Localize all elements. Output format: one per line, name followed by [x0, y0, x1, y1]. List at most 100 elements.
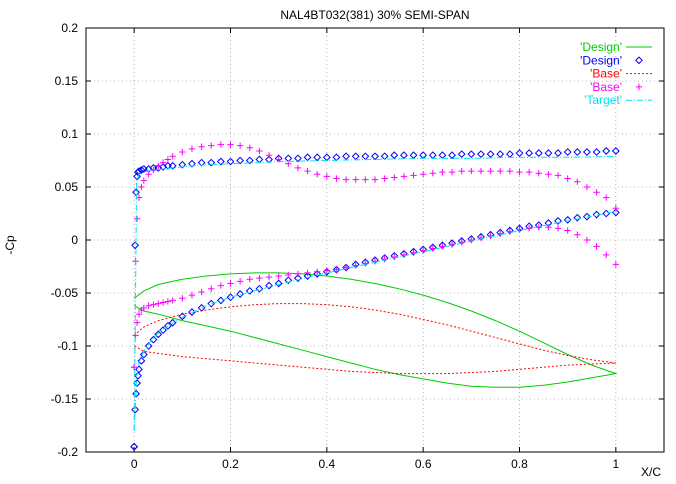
data-point-plus [236, 278, 244, 285]
data-point-diamond [303, 272, 312, 280]
data-point-plus [410, 249, 417, 256]
data-point-plus [227, 141, 234, 148]
data-point-plus [400, 251, 408, 259]
data-point-plus [314, 171, 321, 178]
data-point-diamond [149, 335, 158, 344]
data-point-diamond [207, 299, 216, 308]
data-point-plus [265, 152, 273, 159]
data-point-plus [362, 260, 369, 267]
data-point-diamond [573, 148, 582, 156]
data-point-diamond [188, 159, 196, 168]
data-point-plus [145, 171, 152, 178]
data-point-diamond [611, 147, 620, 155]
y-axis-label: -Cp [3, 235, 17, 255]
data-point-diamond [154, 330, 163, 339]
data-point-diamond [486, 150, 495, 159]
data-point-plus [304, 269, 311, 277]
data-point-plus [487, 167, 494, 175]
data-point-plus [323, 267, 331, 274]
data-point-diamond [284, 276, 293, 285]
data-point-plus [458, 238, 465, 246]
data-point-diamond [563, 215, 572, 224]
data-point-plus [159, 159, 167, 166]
data-point-plus [342, 176, 350, 183]
data-point-plus [155, 162, 162, 169]
data-point-plus [574, 231, 581, 238]
data-point-diamond [611, 208, 620, 217]
data-point-diamond [573, 213, 582, 222]
data-point-plus [352, 262, 359, 269]
data-point-plus [246, 276, 253, 283]
data-point-diamond [134, 371, 142, 380]
data-point-diamond [602, 147, 611, 155]
data-point-plus [564, 175, 571, 182]
data-point-diamond [236, 290, 245, 298]
data-point-plus [333, 175, 340, 182]
data-point-diamond [583, 148, 591, 156]
data-point-plus [362, 176, 369, 183]
series-5 [130, 224, 620, 371]
data-point-plus [227, 280, 234, 287]
data-point-diamond [197, 158, 206, 167]
data-point-diamond [313, 270, 322, 278]
data-point-plus [506, 228, 514, 235]
data-point-plus [333, 266, 340, 273]
data-point-plus [554, 172, 562, 179]
data-point-plus [468, 236, 475, 244]
data-point-diamond [188, 308, 196, 316]
data-point-diamond [592, 210, 601, 219]
data-point-plus [439, 168, 446, 176]
y-tick-label: 0.2 [61, 21, 78, 35]
data-point-diamond [245, 156, 254, 165]
x-tick-label: 0.6 [415, 457, 432, 471]
data-point-plus [612, 205, 620, 212]
y-tick-label: 0.05 [55, 180, 79, 194]
data-point-diamond [563, 148, 572, 156]
legend-sample-diamond [635, 56, 643, 65]
data-point-plus [468, 167, 475, 175]
data-point-plus [612, 261, 620, 268]
data-point-plus [138, 183, 145, 191]
data-point-plus [342, 264, 350, 271]
data-point-diamond [554, 149, 562, 157]
data-point-diamond [592, 148, 601, 156]
data-point-plus [448, 168, 456, 176]
data-point-diamond [515, 149, 524, 157]
series-group [130, 141, 620, 451]
series-7 [133, 210, 616, 431]
legend-label: 'Design' [580, 53, 622, 67]
data-point-plus [256, 274, 263, 282]
chart-title: NAL4BT032(381) 30% SEMI-SPAN [280, 8, 469, 22]
data-point-diamond [135, 365, 143, 374]
data-point-diamond [139, 350, 148, 359]
data-point-plus [516, 226, 523, 233]
grid [86, 27, 664, 453]
data-point-plus [603, 194, 610, 201]
data-point-plus [208, 285, 215, 292]
legend-label: 'Target' [584, 93, 622, 107]
data-point-plus [400, 173, 408, 180]
data-point-plus [429, 245, 436, 252]
data-point-diamond [178, 312, 187, 321]
data-point-plus [159, 299, 167, 306]
data-point-plus [198, 288, 205, 296]
y-tick-label: -0.1 [57, 339, 78, 353]
data-point-plus [164, 298, 172, 305]
data-point-plus [391, 174, 398, 181]
data-point-plus [294, 270, 302, 278]
data-point-diamond [544, 149, 553, 157]
data-point-diamond [178, 160, 187, 169]
data-point-diamond [342, 152, 351, 161]
data-point-diamond [245, 286, 254, 295]
data-point-plus [429, 170, 436, 177]
data-point-diamond [216, 157, 225, 166]
data-point-plus [208, 142, 215, 149]
data-point-plus [583, 236, 591, 244]
data-point-diamond [294, 154, 302, 163]
data-point-diamond [207, 158, 216, 167]
data-point-diamond [525, 149, 534, 157]
data-point-diamond [583, 212, 591, 221]
data-point-plus [477, 167, 485, 175]
